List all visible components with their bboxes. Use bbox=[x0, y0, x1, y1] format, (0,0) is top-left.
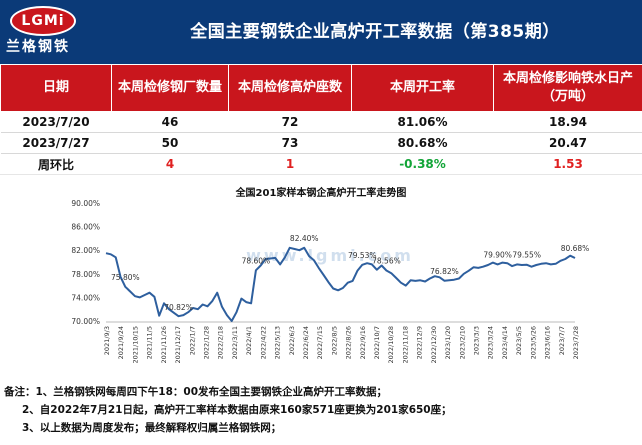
x-tick-label: 2022/12/9 bbox=[416, 326, 424, 359]
y-tick-label: 70.00% bbox=[71, 317, 100, 326]
x-tick-label: 2022/6/3 bbox=[288, 326, 296, 355]
x-tick-label: 2021/11/5 bbox=[146, 326, 154, 359]
x-tick-label: 2022/4/22 bbox=[259, 326, 267, 359]
table-cell: 周环比 bbox=[0, 153, 112, 175]
x-tick-label: 2022/11/18 bbox=[401, 326, 409, 363]
x-tick-label: 2021/9/3 bbox=[103, 326, 111, 355]
x-tick-label: 2021/10/15 bbox=[131, 326, 139, 363]
column-header-rate: 本周开工率 bbox=[351, 64, 494, 112]
series-line bbox=[105, 246, 576, 322]
column-header-output: 本周检修影响铁水日产（万吨） bbox=[493, 64, 642, 112]
table-cell: 2023/7/20 bbox=[0, 111, 112, 133]
x-tick-label: 2022/8/5 bbox=[330, 326, 338, 355]
table-row: 2023/7/27 50 73 80.68% 20.47 bbox=[0, 132, 642, 154]
y-tick-label: 90.00% bbox=[71, 199, 100, 208]
x-tick-label: 2022/6/24 bbox=[302, 326, 310, 359]
x-tick-label: 2023/7/7 bbox=[558, 326, 566, 355]
table-cell: 1 bbox=[228, 153, 352, 175]
data-label: 79.55% bbox=[512, 251, 541, 260]
x-tick-label: 2023/5/5 bbox=[515, 326, 523, 355]
y-tick-label: 74.00% bbox=[71, 293, 100, 302]
data-label: 79.90% bbox=[483, 250, 512, 259]
table-header-row: 日期 本周检修钢厂数量 本周检修高炉座数 本周开工率 本周检修影响铁水日产（万吨… bbox=[0, 64, 642, 112]
data-label: 70.82% bbox=[164, 303, 193, 312]
x-tick-label: 2021/9/24 bbox=[117, 326, 125, 359]
data-label: 78.56% bbox=[372, 256, 401, 265]
chart-panel: 全国201家样本钢企高炉开工率走势图 www.lgmi.com 90.00% 86… bbox=[0, 174, 642, 380]
note-line: 备注：1、兰格钢铁网每周四下午18：00发布全国主要钢铁企业高炉开工率数据； bbox=[4, 386, 388, 398]
logo-text: 兰格钢铁 bbox=[6, 39, 70, 55]
table-cell: 50 bbox=[111, 132, 229, 154]
x-tick-label: 2023/3/24 bbox=[487, 326, 495, 359]
column-header-mills: 本周检修钢厂数量 bbox=[111, 64, 229, 112]
x-tick-label: 2022/4/1 bbox=[245, 326, 253, 355]
table-row: 2023/7/20 46 72 81.06% 18.94 bbox=[0, 111, 642, 133]
table-row-change: 周环比 4 1 -0.38% 1.53 bbox=[0, 153, 642, 175]
page-title: 全国主要钢铁企业高炉开工率数据（第385期） bbox=[190, 22, 560, 42]
column-header-date: 日期 bbox=[0, 64, 112, 112]
x-tick-label: 2023/1/20 bbox=[444, 326, 452, 359]
x-tick-label: 2023/6/16 bbox=[544, 326, 552, 359]
x-tick-label: 2022/3/11 bbox=[231, 326, 239, 359]
x-tick-label: 2022/5/13 bbox=[274, 326, 282, 359]
table-cell: 20.47 bbox=[493, 132, 642, 154]
table-cell: 80.68% bbox=[351, 132, 494, 154]
x-tick-label: 2023/5/26 bbox=[529, 326, 537, 359]
x-tick-label: 2022/10/7 bbox=[373, 326, 381, 359]
x-tick-label: 2023/3/3 bbox=[473, 326, 481, 355]
notes-section: 备注：1、兰格钢铁网每周四下午18：00发布全国主要钢铁企业高炉开工率数据； 2… bbox=[0, 381, 642, 445]
table-cell: 2023/7/27 bbox=[0, 132, 112, 154]
table-cell: 73 bbox=[228, 132, 352, 154]
y-tick-label: 78.00% bbox=[71, 270, 100, 279]
x-tick-label: 2021/12/17 bbox=[174, 326, 182, 363]
table-cell: 4 bbox=[111, 153, 229, 175]
table-cell: -0.38% bbox=[351, 153, 494, 175]
header-banner: LGMi 兰格钢铁 全国主要钢铁企业高炉开工率数据（第385期） bbox=[0, 0, 642, 64]
table-cell: 18.94 bbox=[493, 111, 642, 133]
y-tick-label: 86.00% bbox=[71, 223, 100, 232]
summary-table: 日期 本周检修钢厂数量 本周检修高炉座数 本周开工率 本周检修影响铁水日产（万吨… bbox=[0, 64, 642, 175]
line-chart: 全国201家样本钢企高炉开工率走势图 www.lgmi.com 90.00%86… bbox=[71, 186, 590, 363]
table-cell: 46 bbox=[111, 111, 229, 133]
x-tick-label: 2022/9/16 bbox=[359, 326, 367, 359]
note-line: 3、以上数据为周度发布；最终解释权归属兰格钢铁网； bbox=[22, 422, 282, 434]
table-cell: 72 bbox=[228, 111, 352, 133]
note-line: 2、自2022年7月21日起，高炉开工率样本数据由原来160家571座更换为20… bbox=[22, 404, 452, 416]
logo-mark: LGMi bbox=[10, 6, 76, 36]
data-label: 80.68% bbox=[561, 244, 590, 253]
x-tick-label: 2022/12/30 bbox=[430, 326, 438, 363]
column-header-furnaces: 本周检修高炉座数 bbox=[228, 64, 352, 112]
x-tick-label: 2022/2/18 bbox=[217, 326, 225, 359]
x-tick-label: 2023/7/28 bbox=[572, 326, 580, 359]
chart-title: 全国201家样本钢企高炉开工率走势图 bbox=[235, 186, 407, 199]
x-tick-label: 2022/7/15 bbox=[316, 326, 324, 359]
table-cell: 1.53 bbox=[493, 153, 642, 175]
data-label: 76.82% bbox=[430, 267, 459, 276]
x-tick-label: 2022/8/26 bbox=[345, 326, 353, 359]
x-tick-label: 2022/10/28 bbox=[387, 326, 395, 363]
logo: LGMi 兰格钢铁 bbox=[4, 4, 92, 60]
data-label: 75.80% bbox=[111, 273, 140, 282]
data-label: 78.60% bbox=[242, 256, 271, 265]
x-tick-label: 2023/2/10 bbox=[458, 326, 466, 359]
x-tick-label: 2022/1/7 bbox=[188, 326, 196, 355]
table-cell: 81.06% bbox=[351, 111, 494, 133]
data-label: 82.40% bbox=[290, 234, 319, 243]
y-tick-label: 82.00% bbox=[71, 246, 100, 255]
x-tick-label: 2021/11/26 bbox=[160, 326, 168, 363]
x-tick-label: 2023/4/14 bbox=[501, 326, 509, 359]
data-label: 79.53% bbox=[348, 251, 377, 260]
x-tick-label: 2022/1/28 bbox=[202, 326, 210, 359]
